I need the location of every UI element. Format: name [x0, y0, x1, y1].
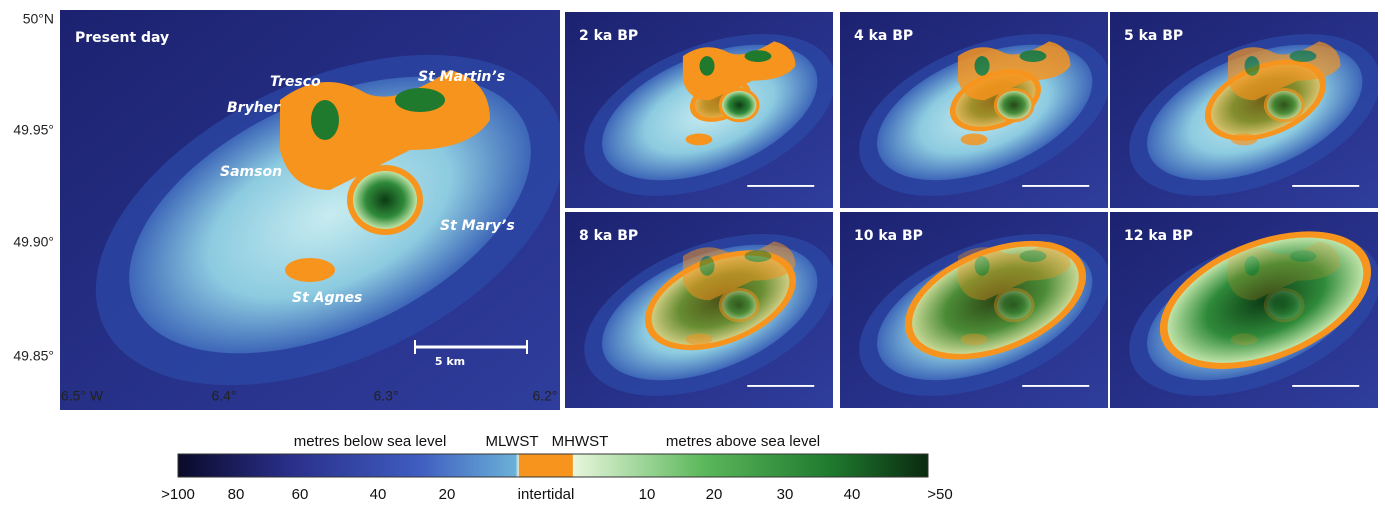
lat-label: 49.90°	[13, 234, 54, 250]
lon-label: 6.3°	[373, 388, 398, 404]
main-map-image	[44, 0, 615, 453]
map-title: Present day	[75, 30, 169, 46]
place-label: St Agnes	[292, 290, 362, 306]
lat-label: 49.95°	[13, 122, 54, 138]
lat-label: 50°N	[23, 11, 54, 27]
place-label: Bryher	[227, 100, 281, 116]
colorbar-tick-label: 40	[844, 486, 861, 503]
main-map: Present day Tresco St Martin’s Bryher Sa…	[13, 0, 615, 453]
colorbar-tick-label: 60	[292, 486, 309, 503]
colorbar-tick-label: >50	[927, 486, 952, 503]
place-label: Tresco	[270, 74, 321, 90]
figure: Present day Tresco St Martin’s Bryher Sa…	[0, 0, 1385, 509]
colorbar-tick-label: 20	[706, 486, 723, 503]
colorbar-tick-label: 20	[439, 486, 456, 503]
colorbar-tick-label: 10	[639, 486, 656, 503]
scale-label: 5 km	[435, 355, 465, 368]
panel-title: 2 ka BP	[579, 28, 638, 44]
panel-title: 8 ka BP	[579, 228, 638, 244]
colorbar-tick-label: 30	[777, 486, 794, 503]
colorbar-label: MLWST	[485, 433, 538, 450]
colorbar-tick-label: 80	[228, 486, 245, 503]
lon-label: 6.4°	[211, 388, 236, 404]
colorbar: metres below sea level MLWST MHWST metre…	[161, 433, 953, 503]
lon-label: 6.2°	[532, 388, 557, 404]
panel-title: 12 ka BP	[1124, 228, 1193, 244]
colorbar-tick-label: intertidal	[518, 486, 575, 503]
place-label: Samson	[220, 164, 282, 180]
colorbar-tick-label: 40	[370, 486, 387, 503]
colorbar-label: metres below sea level	[294, 433, 447, 450]
colorbar-scale	[178, 454, 928, 477]
place-label: St Martin’s	[418, 69, 505, 85]
place-label: St Mary’s	[440, 218, 515, 234]
lon-label: 6.5° W	[61, 388, 104, 404]
colorbar-label: MHWST	[552, 433, 609, 450]
panel-title: 10 ka BP	[854, 228, 923, 244]
panel-title: 5 ka BP	[1124, 28, 1183, 44]
colorbar-tick-label: >100	[161, 486, 195, 503]
panel-title: 4 ka BP	[854, 28, 913, 44]
colorbar-label: metres above sea level	[666, 433, 820, 450]
lat-label: 49.85°	[13, 348, 54, 364]
panel-grid: 2 ka BP 4 ka BP 5 ka BP 8 ka BP 10 ka BP 12 k…	[557, 1, 1385, 429]
